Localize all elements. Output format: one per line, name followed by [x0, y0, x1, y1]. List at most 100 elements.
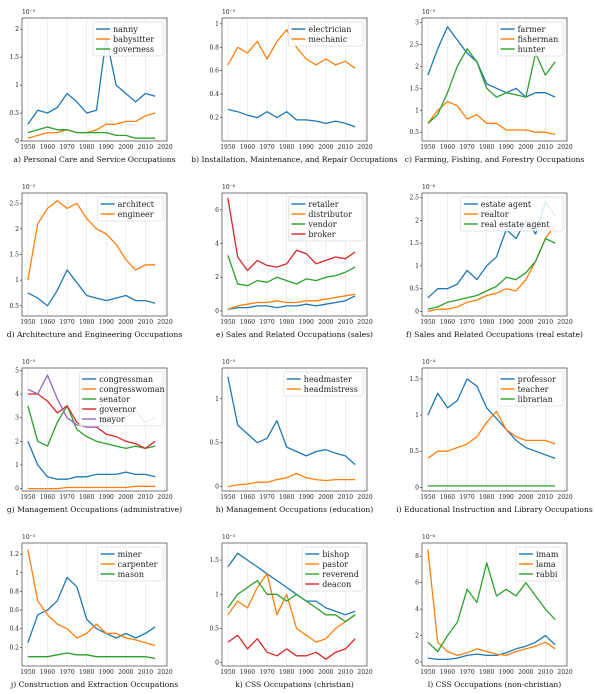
legend-label: imam: [536, 550, 559, 559]
y-tick-label: 1: [15, 82, 19, 89]
chart-caption: j) Construction and Extraction Occupatio…: [10, 680, 178, 689]
legend-box: [283, 371, 364, 397]
chart-panel-3: 1950 1960 1970 1980 1990 2000 2010 2020 0.5 1 1.5 2…: [7, 184, 183, 339]
plot-frame: [221, 542, 368, 667]
x-tick-label: 1970: [459, 494, 474, 501]
plot-frame: [421, 542, 568, 667]
legend-label: governor: [99, 405, 136, 414]
y-tick-label: 4: [215, 241, 219, 248]
chart-caption: d) Architecture and Engineering Occupati…: [7, 330, 183, 339]
x-tick-label: 2000: [318, 494, 333, 501]
series-line-distributor: [227, 293, 356, 310]
series-line-professor: [427, 378, 556, 460]
legend-label: librarian: [518, 395, 553, 404]
y-tick-label: 2: [215, 274, 219, 281]
chart-panel-1: 1950 1960 1970 1980 1990 2000 2010 2020 0.2 0.4 0.…: [191, 9, 398, 164]
legend-label: real estate agent: [481, 220, 551, 229]
legend-label: mason: [118, 570, 144, 579]
chart-panel-8: 1950 1960 1970 1980 1990 2000 2010 2020 0 0.5 1 1.5…: [396, 359, 593, 514]
x-tick-label: 2010: [138, 144, 153, 151]
scale-label: 10⁻⁵: [222, 9, 236, 16]
y-tick-label: 0: [15, 486, 19, 493]
series-line-vendor: [227, 255, 356, 287]
plot-frame: [21, 542, 168, 667]
chart-panel-2: 1950 1960 1970 1980 1990 2000 2010 2020 0.5 1 1.5 2…: [405, 9, 585, 164]
x-tick-label: 1990: [499, 144, 514, 151]
x-tick-label: 1970: [459, 144, 474, 151]
x-tick-label: 1950: [220, 669, 235, 676]
x-tick-label: 2000: [518, 319, 533, 326]
legend-box: [460, 196, 564, 232]
x-tick-label: 1960: [40, 669, 55, 676]
legend-label: hunter: [518, 45, 545, 54]
legend-label: architect: [118, 200, 155, 209]
legend-label: teacher: [518, 385, 549, 394]
x-tick-label: 2000: [318, 669, 333, 676]
x-tick-label: 1970: [59, 144, 74, 151]
y-tick-label: 1.5: [9, 54, 19, 61]
legend-box: [288, 21, 364, 47]
y-tick-label: 4: [15, 391, 19, 398]
series-line-lama: [427, 549, 556, 657]
y-tick-label: 2: [415, 633, 419, 640]
legend-label: headmistress: [304, 385, 358, 394]
x-tick-label: 2020: [157, 319, 172, 326]
x-tick-label: 1990: [99, 144, 114, 151]
x-tick-label: 1970: [59, 319, 74, 326]
x-tick-label: 2010: [338, 494, 353, 501]
series-line-bishop: [227, 552, 356, 616]
x-tick-label: 1950: [420, 144, 435, 151]
y-tick-label: 2: [415, 217, 419, 224]
series-line-imam: [427, 634, 556, 661]
y-tick-label: 6: [415, 580, 419, 587]
series-line-engineer: [27, 200, 156, 281]
y-tick-label: 4: [415, 606, 419, 613]
x-tick-label: 2020: [357, 494, 372, 501]
y-tick-label: 1.5: [409, 240, 419, 247]
scale-label: 10⁻⁶: [422, 184, 436, 191]
plot-frame: [421, 192, 568, 317]
series-line-babysitter: [27, 112, 156, 139]
x-tick-label: 1960: [40, 319, 55, 326]
chart-panel-5: 1950 1960 1970 1980 1990 2000 2010 2020 0 0.5 1 1.5…: [406, 184, 583, 339]
y-tick-label: 1.5: [209, 557, 219, 564]
y-tick-label: 3: [415, 19, 419, 26]
chart-panel-7: 1950 1960 1970 1980 1990 2000 2010 2020 0 0.5 1 10⁻…: [209, 359, 373, 514]
x-tick-label: 2020: [357, 144, 372, 151]
chart-panel-10: 1950 1960 1970 1980 1990 2000 2010 2020 0 0.5 1 1.5…: [209, 534, 372, 689]
x-tick-label: 1970: [59, 669, 74, 676]
series-line-carpenter: [27, 549, 156, 647]
x-tick-label: 1950: [420, 319, 435, 326]
plot-frame: [21, 192, 168, 317]
legend-label: realtor: [481, 210, 509, 219]
x-tick-label: 1970: [459, 669, 474, 676]
x-tick-label: 2000: [118, 669, 133, 676]
x-tick-label: 1960: [240, 144, 255, 151]
y-tick-label: 1: [415, 107, 419, 114]
x-tick-label: 2000: [118, 144, 133, 151]
legend-label: retailer: [308, 200, 338, 209]
y-tick-label: 0.5: [209, 440, 219, 447]
chart-caption: k) CSS Occupations (christian): [235, 680, 354, 689]
y-tick-label: 1.5: [409, 376, 419, 383]
x-tick-label: 2020: [157, 494, 172, 501]
y-tick-label: 2: [15, 26, 19, 33]
plot-frame: [221, 17, 368, 142]
series-line-broker: [227, 197, 356, 272]
y-tick-label: 6: [215, 207, 219, 214]
x-tick-label: 1980: [79, 144, 94, 151]
x-tick-label: 1950: [20, 144, 35, 151]
y-tick-label: 0: [415, 484, 419, 491]
y-tick-label: 0.5: [209, 625, 219, 632]
x-tick-label: 2010: [538, 319, 553, 326]
x-tick-label: 1980: [479, 144, 494, 151]
y-tick-label: 5: [15, 367, 19, 374]
x-tick-label: 2010: [538, 669, 553, 676]
series-line-farmer: [427, 26, 556, 98]
x-tick-label: 1980: [279, 494, 294, 501]
chart-caption: c) Farming, Fishing, and Forestry Occupa…: [405, 155, 585, 164]
x-tick-label: 2010: [538, 494, 553, 501]
x-tick-label: 2010: [538, 144, 553, 151]
x-tick-label: 1960: [40, 494, 55, 501]
